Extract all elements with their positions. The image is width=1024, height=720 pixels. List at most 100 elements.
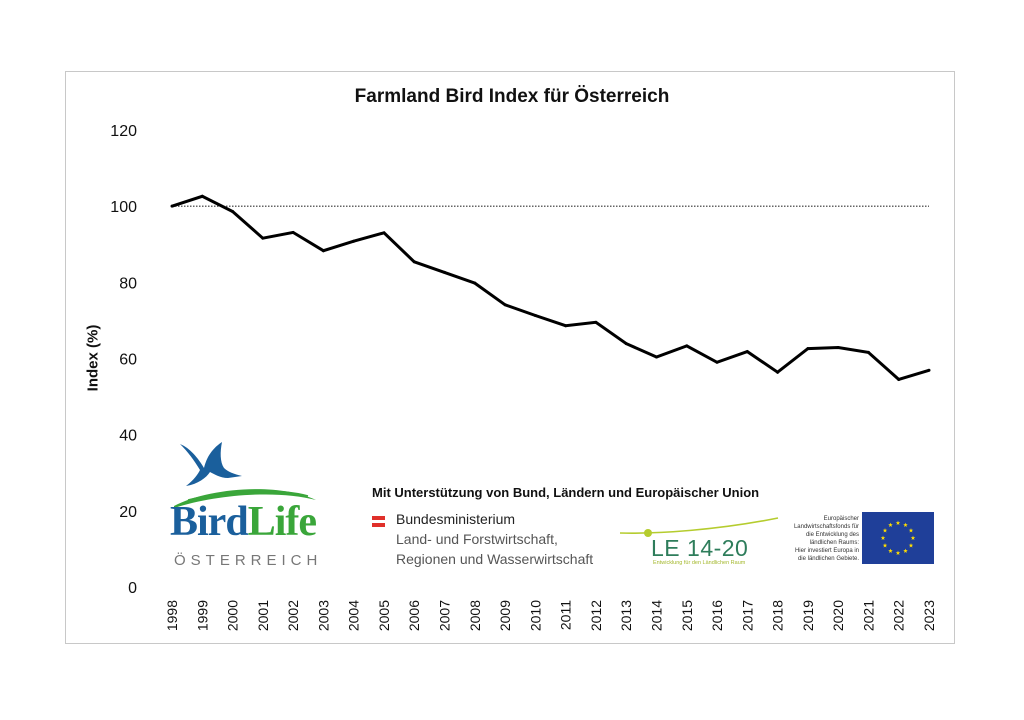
data-points: [170, 194, 931, 381]
x-tick-label: 2008: [467, 600, 483, 631]
austria-flag-icon: [372, 516, 385, 527]
data-point-2016: [715, 360, 719, 364]
eu-star-icon: [882, 528, 888, 533]
x-tick-label: 2018: [770, 600, 786, 631]
x-tick-label: 2001: [255, 600, 271, 631]
data-point-2018: [776, 370, 780, 374]
x-tick-label: 2020: [830, 600, 846, 631]
x-tick-label: 1999: [194, 600, 210, 631]
eu-fund-text: Europäischer Landwirtschaftsfonds für di…: [790, 515, 932, 563]
data-point-2021: [866, 350, 870, 354]
x-tick-label: 2011: [558, 600, 574, 630]
x-tick-label: 1998: [164, 600, 180, 631]
le-14-20-logo: LE 14-20 Entwicklung für den Ländlichen …: [618, 512, 783, 568]
x-tick-label: 2014: [648, 600, 664, 631]
y-tick-label: 120: [110, 123, 137, 140]
x-tick-label: 2022: [891, 600, 907, 631]
birdlife-word-bird: Bird: [170, 499, 249, 545]
eu-text-line: die ländlichen Gebiete.: [797, 556, 859, 562]
data-point-1998: [170, 204, 174, 208]
series-line: [171, 194, 930, 382]
x-tick-label: 2017: [739, 600, 755, 631]
le-title: LE 14-20: [651, 535, 749, 561]
x-tick-label: 2007: [437, 600, 453, 631]
x-tick-label: 2002: [285, 600, 301, 631]
data-point-2023: [927, 368, 931, 372]
eu-star-icon: [895, 520, 901, 525]
eu-star-icon: [910, 535, 916, 540]
y-tick-label: 0: [128, 580, 137, 597]
x-tick-label: 2016: [709, 600, 725, 631]
eu-star-icon: [882, 543, 888, 548]
y-tick-label: 80: [119, 275, 137, 292]
eu-text-line: Europäischer: [823, 516, 859, 522]
data-point-2001: [261, 236, 265, 240]
data-point-2011: [564, 324, 568, 328]
eu-star-icon: [888, 522, 893, 527]
eu-text-line: Hier investiert Europa in: [794, 548, 859, 554]
x-tick-label: 2012: [588, 600, 604, 631]
x-tick-label: 2005: [376, 600, 392, 631]
eu-star-icon: [908, 543, 914, 548]
x-tick-label: 2013: [618, 600, 634, 631]
eu-text-line: die Entwicklung des: [805, 532, 859, 538]
eu-star-icon: [895, 550, 901, 555]
data-point-2017: [745, 350, 749, 354]
x-tick-label: 2004: [346, 600, 362, 631]
data-point-2008: [473, 281, 477, 285]
ministry-line-1: Bundesministerium: [396, 511, 516, 527]
birdlife-word-life: Life: [247, 499, 317, 545]
eu-star-icon: [903, 522, 908, 527]
data-point-2010: [533, 313, 537, 317]
x-tick-label: 2021: [860, 600, 876, 631]
le-subtitle: Entwicklung für den Ländlichen Raum: [653, 560, 746, 566]
eu-star-icon: [888, 548, 893, 553]
chart-title: Farmland Bird Index für Österreich: [354, 86, 670, 107]
data-point-2002: [291, 230, 295, 234]
birdlife-logo: BirdLife ÖSTERREICH: [168, 438, 358, 574]
data-point-2005: [382, 231, 386, 235]
x-tick-label: 2009: [497, 600, 513, 631]
data-point-2000: [231, 209, 235, 213]
data-point-1999: [200, 194, 204, 198]
data-point-2022: [897, 377, 901, 381]
data-point-2013: [624, 342, 628, 346]
data-point-2019: [806, 347, 810, 351]
birdlife-wordmark: BirdLife: [170, 498, 317, 546]
y-tick-label: 60: [119, 352, 137, 369]
x-tick-label: 2003: [315, 600, 331, 631]
x-tick-labels: 1998 1999 2000 2001 2002 2003 2004 2005 2006 2007…: [164, 600, 937, 631]
chart-frame: [65, 71, 955, 644]
eu-star-icon: [903, 548, 908, 553]
ministry-line-2: Land- und Forstwirtschaft,: [396, 531, 558, 547]
y-tick-label: 40: [119, 428, 137, 445]
eu-stars-icon: [880, 520, 916, 555]
x-tick-label: 2023: [921, 600, 937, 631]
y-tick-labels: 0 20 40 60 80 100 120: [110, 123, 137, 597]
x-tick-label: 2006: [406, 600, 422, 631]
x-tick-label: 2000: [225, 600, 241, 631]
data-point-2003: [321, 249, 325, 253]
data-point-2015: [685, 344, 689, 348]
data-point-2004: [352, 239, 356, 243]
birdlife-subtitle: ÖSTERREICH: [174, 552, 323, 569]
data-point-2009: [503, 303, 507, 307]
eu-flag-icon: [862, 512, 934, 564]
data-point-2007: [443, 270, 447, 274]
ministry-line-3: Regionen und Wasserwirtschaft: [396, 551, 594, 567]
eu-star-icon: [908, 528, 914, 533]
bird-icon: [174, 442, 316, 508]
x-tick-label: 2015: [679, 600, 695, 631]
eu-text-line: ländlichen Raums:: [809, 540, 859, 546]
data-point-2014: [654, 355, 658, 359]
x-tick-label: 2010: [527, 600, 543, 631]
data-point-2020: [836, 345, 840, 349]
y-tick-label: 20: [119, 504, 137, 521]
data-point-2006: [412, 260, 416, 264]
data-point-2012: [594, 320, 598, 324]
y-tick-label: 100: [110, 199, 137, 216]
eu-text-line: Landwirtschaftsfonds für: [793, 524, 859, 530]
eu-star-icon: [880, 535, 886, 540]
le-swoosh-icon: [619, 517, 779, 537]
